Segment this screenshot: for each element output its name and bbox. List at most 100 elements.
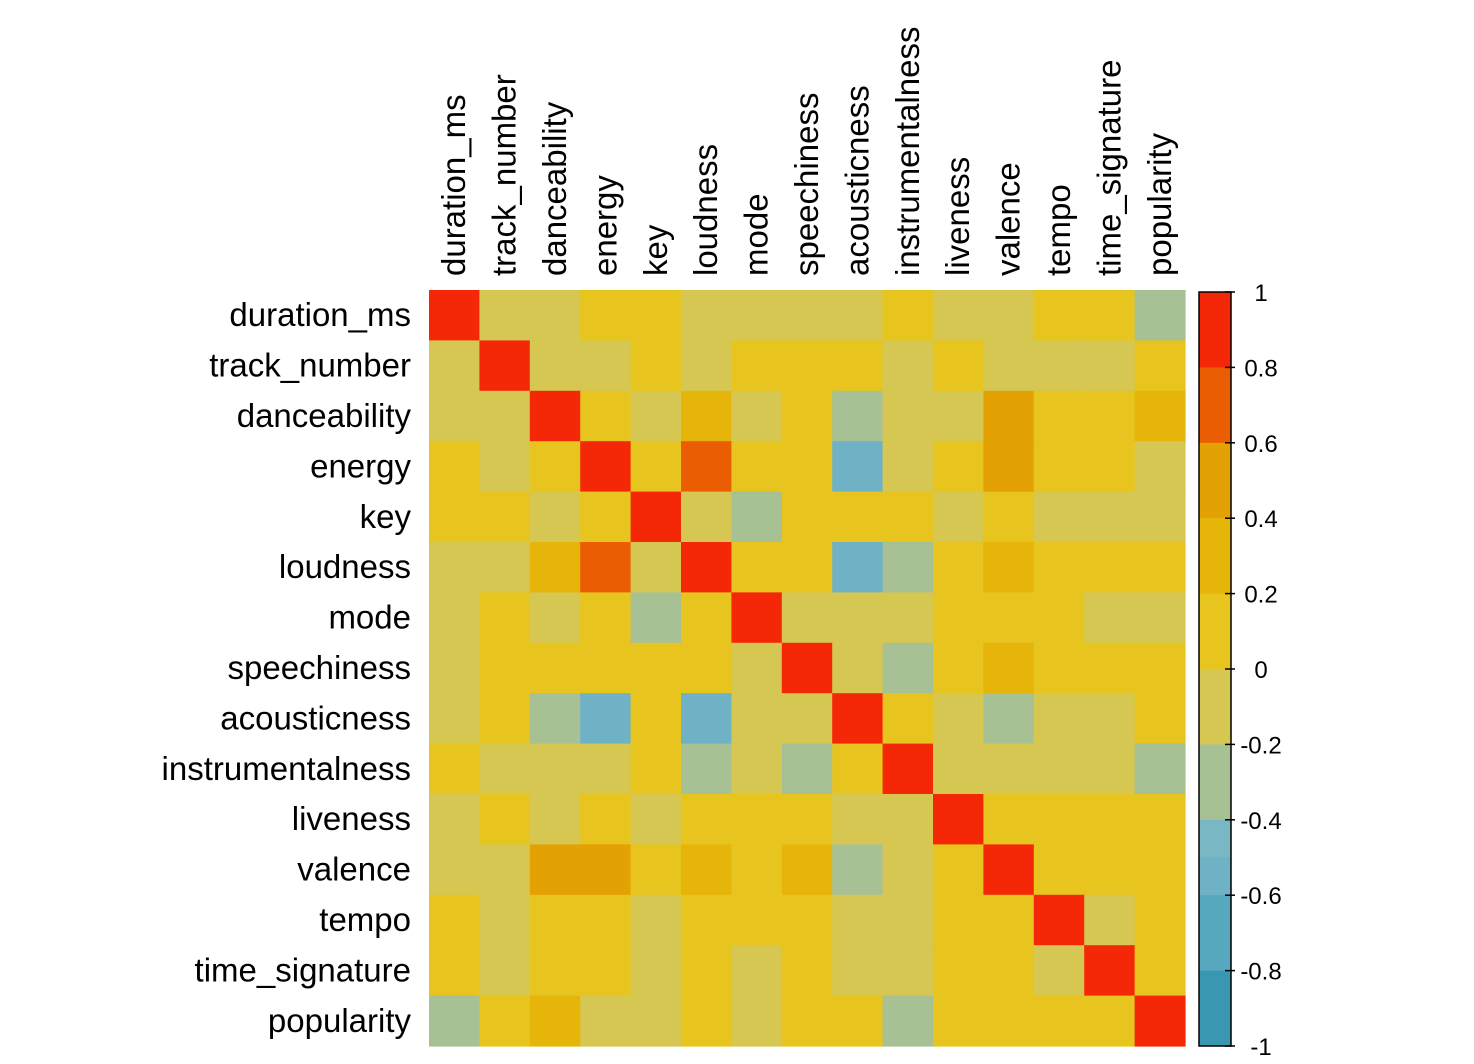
heatmap-cell-valence-valence xyxy=(983,844,1035,896)
heatmap-cell-liveness-speechiness xyxy=(781,794,833,845)
heatmap-cell-danceability-energy xyxy=(580,390,632,442)
column-label-liveness: liveness xyxy=(939,157,976,276)
heatmap-cell-track_number-track_number xyxy=(479,340,531,392)
heatmap-cell-key-instrumentalness xyxy=(882,491,934,543)
heatmap-cell-popularity-tempo xyxy=(1033,995,1085,1047)
heatmap-cell-duration_ms-instrumentalness xyxy=(882,290,934,341)
heatmap-cell-loudness-speechiness xyxy=(781,542,833,593)
heatmap-cell-speechiness-track_number xyxy=(479,642,531,694)
heatmap-cell-acousticness-energy xyxy=(580,693,632,745)
row-label-liveness: liveness xyxy=(292,800,411,837)
colorbar-bin-3 xyxy=(1199,518,1231,595)
heatmap-cell-loudness-acousticness xyxy=(832,542,884,593)
colorbar-tick-label-3: 0.4 xyxy=(1244,506,1277,533)
colorbar-bin-7 xyxy=(1199,819,1231,858)
heatmap-cell-energy-key xyxy=(630,441,682,493)
colorbar-bin-10 xyxy=(1199,970,1231,1047)
heatmap-cell-tempo-track_number xyxy=(479,894,531,946)
heatmap-cell-time_signature-track_number xyxy=(479,945,531,997)
heatmap-cell-duration_ms-time_signature xyxy=(1084,290,1136,341)
heatmap-cell-instrumentalness-time_signature xyxy=(1084,743,1136,795)
heatmap-cell-time_signature-tempo xyxy=(1033,945,1085,997)
heatmap-cell-tempo-tempo xyxy=(1033,894,1085,946)
heatmap-cell-danceability-tempo xyxy=(1033,390,1085,442)
heatmap-cell-liveness-valence xyxy=(983,794,1035,845)
heatmap-cell-liveness-instrumentalness xyxy=(882,794,934,845)
heatmap-cell-track_number-time_signature xyxy=(1084,340,1136,392)
heatmap-cell-energy-energy xyxy=(580,441,632,493)
heatmap-cell-key-acousticness xyxy=(832,491,884,543)
colorbar-bin-8 xyxy=(1199,857,1231,896)
heatmap-cell-mode-key xyxy=(630,592,682,644)
heatmap-cell-track_number-liveness xyxy=(933,340,984,392)
heatmap-cell-key-mode xyxy=(731,491,783,543)
column-label-instrumentalness: instrumentalness xyxy=(889,27,926,276)
heatmap-cell-speechiness-instrumentalness xyxy=(882,642,934,694)
heatmap-cell-loudness-mode xyxy=(731,542,783,593)
heatmap-cell-time_signature-liveness xyxy=(933,945,984,997)
heatmap-cell-track_number-loudness xyxy=(681,340,732,392)
heatmap-cell-key-track_number xyxy=(479,491,531,543)
heatmap-cell-time_signature-energy xyxy=(580,945,632,997)
heatmap-cell-valence-liveness xyxy=(933,844,984,896)
heatmap-cell-key-energy xyxy=(580,491,632,543)
row-label-track_number: track_number xyxy=(209,347,411,384)
heatmap-cell-instrumentalness-liveness xyxy=(933,743,984,795)
heatmap-cell-valence-speechiness xyxy=(781,844,833,896)
column-labels: duration_ms track_number danceability energ… xyxy=(435,27,1178,276)
heatmap-cell-time_signature-valence xyxy=(983,945,1035,997)
heatmap-cell-key-speechiness xyxy=(781,491,833,543)
heatmap-cell-loudness-key xyxy=(630,542,682,593)
heatmap-cell-tempo-acousticness xyxy=(832,894,884,946)
heatmap-cell-liveness-tempo xyxy=(1033,794,1085,845)
heatmap-cell-tempo-liveness xyxy=(933,894,984,946)
column-label-mode: mode xyxy=(738,193,775,276)
heatmap-cell-speechiness-popularity xyxy=(1134,642,1186,694)
heatmap-cell-danceability-danceability xyxy=(529,390,581,442)
heatmap-cell-duration_ms-key xyxy=(630,290,682,341)
heatmap-cell-acousticness-liveness xyxy=(933,693,984,745)
heatmap-cell-loudness-track_number xyxy=(479,542,531,593)
heatmap-cell-popularity-time_signature xyxy=(1084,995,1136,1047)
heatmap-cell-speechiness-speechiness xyxy=(781,642,833,694)
heatmap-cell-popularity-speechiness xyxy=(781,995,833,1047)
heatmap-cell-popularity-instrumentalness xyxy=(882,995,934,1047)
heatmap-cell-energy-danceability xyxy=(529,441,581,493)
heatmap-cell-liveness-loudness xyxy=(681,794,732,845)
heatmap-cell-key-key xyxy=(630,491,682,543)
heatmap-cell-danceability-speechiness xyxy=(781,390,833,442)
heatmap-cell-time_signature-speechiness xyxy=(781,945,833,997)
heatmap-cell-danceability-loudness xyxy=(681,390,732,442)
heatmap-cell-liveness-danceability xyxy=(529,794,581,845)
heatmap-cell-speechiness-danceability xyxy=(529,642,581,694)
heatmap-cell-time_signature-mode xyxy=(731,945,783,997)
heatmap-cell-key-liveness xyxy=(933,491,984,543)
heatmap-cell-mode-energy xyxy=(580,592,632,644)
heatmap-cell-liveness-time_signature xyxy=(1084,794,1136,845)
heatmap-cell-energy-valence xyxy=(983,441,1035,493)
heatmap-cell-tempo-time_signature xyxy=(1084,894,1136,946)
heatmap-cell-energy-speechiness xyxy=(781,441,833,493)
heatmap-cell-tempo-popularity xyxy=(1134,894,1186,946)
heatmap-cell-tempo-loudness xyxy=(681,894,732,946)
heatmap-cell-instrumentalness-energy xyxy=(580,743,632,795)
heatmap-cell-time_signature-loudness xyxy=(681,945,732,997)
colorbar-bin-5 xyxy=(1199,669,1231,745)
heatmap-cell-loudness-liveness xyxy=(933,542,984,593)
heatmap-cell-time_signature-duration_ms xyxy=(429,945,480,997)
heatmap-cell-instrumentalness-key xyxy=(630,743,682,795)
heatmap-cell-popularity-duration_ms xyxy=(429,995,480,1047)
colorbar-bin-6 xyxy=(1199,744,1231,821)
heatmap-cell-tempo-duration_ms xyxy=(429,894,480,946)
heatmap-cell-duration_ms-speechiness xyxy=(781,290,833,341)
heatmap-cell-duration_ms-loudness xyxy=(681,290,732,341)
heatmap-cell-track_number-energy xyxy=(580,340,632,392)
column-label-duration_ms: duration_ms xyxy=(435,94,472,276)
heatmap-cell-valence-energy xyxy=(580,844,632,896)
heatmap-cell-danceability-popularity xyxy=(1134,390,1186,442)
colorbar-bin-1 xyxy=(1199,367,1231,444)
column-label-acousticness: acousticness xyxy=(838,85,875,276)
heatmap-cell-valence-time_signature xyxy=(1084,844,1136,896)
heatmap-cell-time_signature-time_signature xyxy=(1084,945,1136,997)
